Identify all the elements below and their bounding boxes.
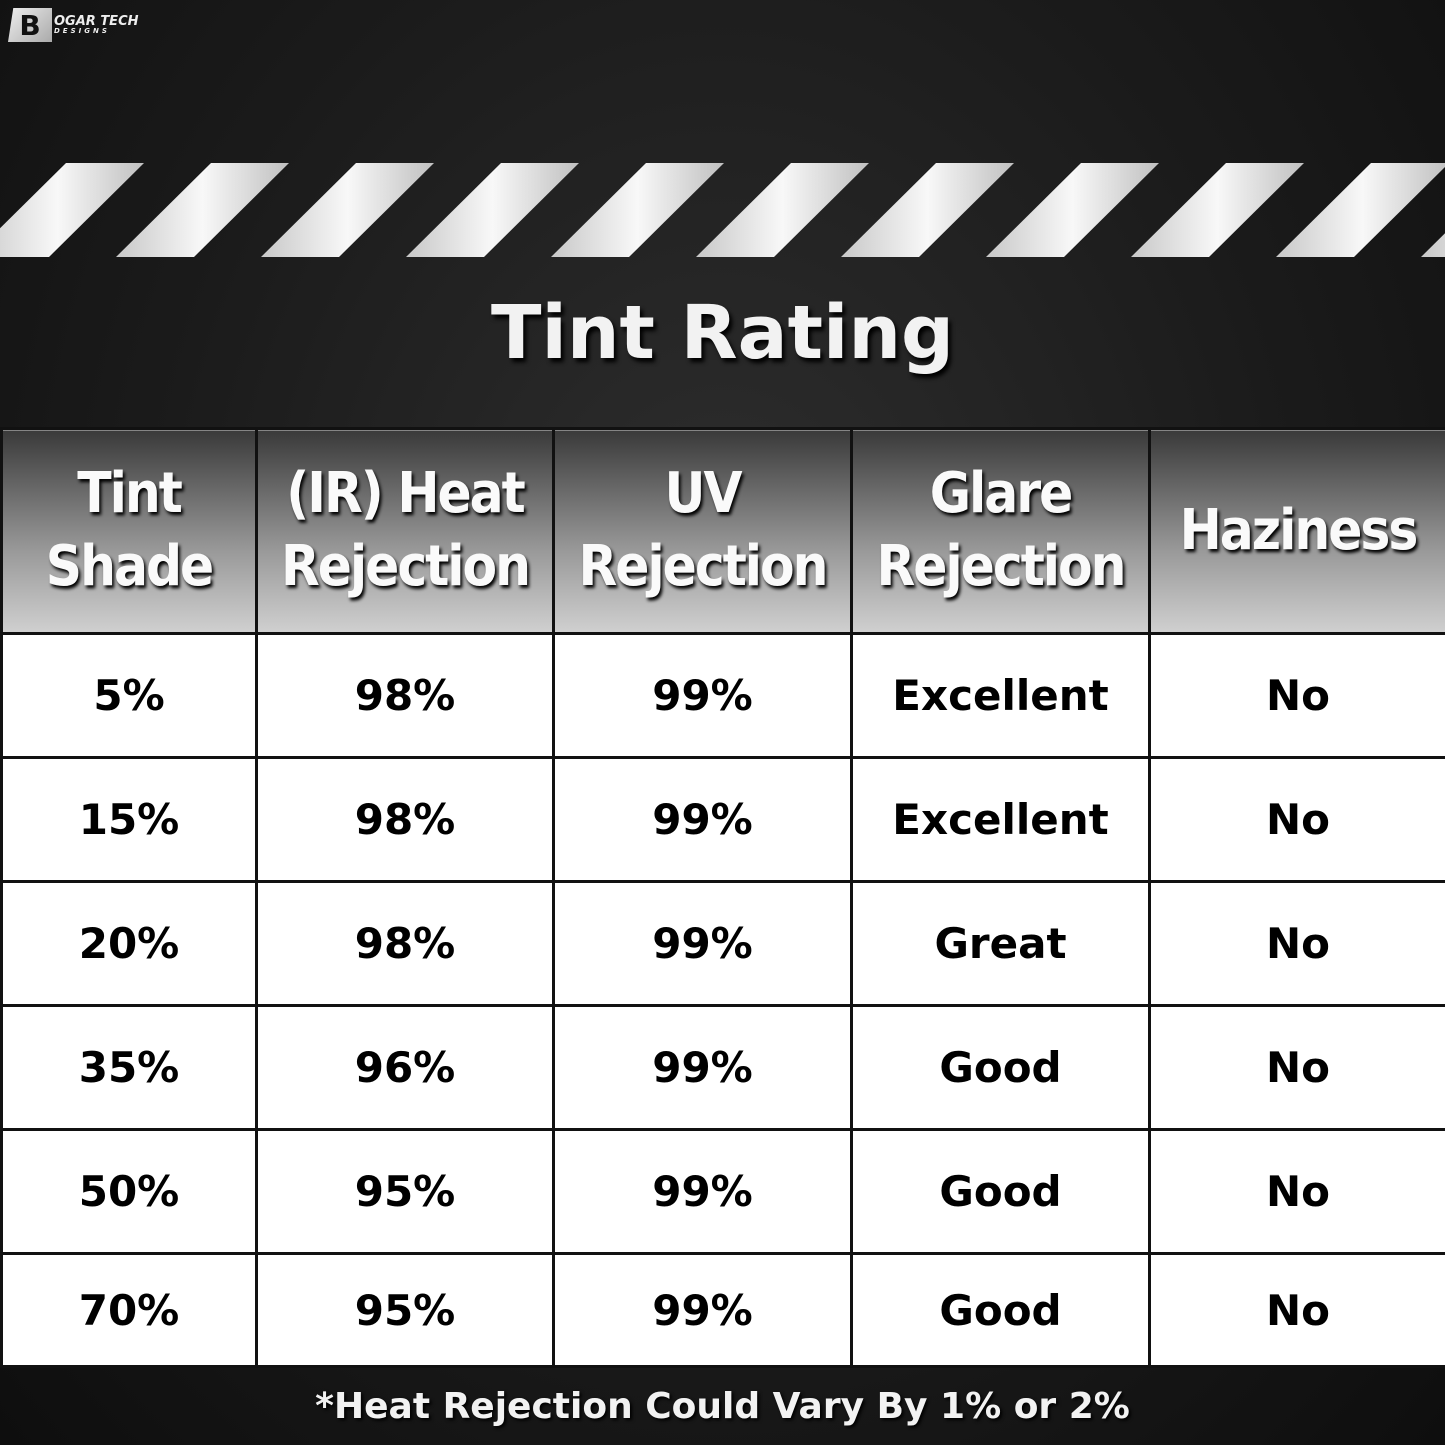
- table-row: 70% 95% 99% Good No: [0, 1252, 1445, 1368]
- table-cell: 98%: [255, 632, 555, 759]
- stripe: [406, 163, 579, 257]
- table-cell: 99%: [552, 1252, 853, 1368]
- tint-table: Tint Shade (IR) Heat Rejection UV Rejectio…: [0, 427, 1445, 1368]
- table-cell: 35%: [0, 1004, 258, 1131]
- table-cell: 98%: [255, 880, 555, 1007]
- table-cell: Good: [850, 1004, 1151, 1131]
- page-title: Tint Rating: [491, 290, 954, 376]
- stripe: [1276, 163, 1445, 257]
- table-cell: Excellent: [850, 756, 1151, 883]
- logo-line1: OGAR TECH: [54, 14, 139, 29]
- table-cell: No: [1148, 756, 1445, 883]
- table-cell: No: [1148, 1252, 1445, 1368]
- stripe: [841, 163, 1014, 257]
- stripe: [1131, 163, 1304, 257]
- stripe: [0, 163, 144, 257]
- table-row: 5% 98% 99% Excellent No: [0, 632, 1445, 759]
- table-row: 15% 98% 99% Excellent No: [0, 756, 1445, 883]
- stripe: [696, 163, 869, 257]
- stripe: [261, 163, 434, 257]
- table-cell: 99%: [552, 1004, 853, 1131]
- table-cell: Good: [850, 1128, 1151, 1255]
- table-cell: 99%: [552, 880, 853, 1007]
- logo-mark: B: [8, 8, 52, 42]
- column-header: (IR) Heat Rejection: [255, 427, 555, 635]
- hazard-stripes: [0, 163, 1445, 257]
- logo: B OGAR TECH DESIGNS: [8, 8, 139, 42]
- table-cell: 99%: [552, 632, 853, 759]
- table-cell: 50%: [0, 1128, 258, 1255]
- column-header: Tint Shade: [0, 427, 258, 635]
- table-cell: 15%: [0, 756, 258, 883]
- table-cell: 96%: [255, 1004, 555, 1131]
- table-cell: No: [1148, 1004, 1445, 1131]
- logo-line2: DESIGNS: [54, 27, 110, 35]
- table-row: 35% 96% 99% Good No: [0, 1004, 1445, 1131]
- table-cell: No: [1148, 1128, 1445, 1255]
- column-header: UV Rejection: [552, 427, 853, 635]
- table-cell: Good: [850, 1252, 1151, 1368]
- table-cell: 5%: [0, 632, 258, 759]
- table-cell: 95%: [255, 1252, 555, 1368]
- table-cell: No: [1148, 880, 1445, 1007]
- footnote: *Heat Rejection Could Vary By 1% or 2%: [315, 1386, 1130, 1427]
- column-header: Glare Rejection: [850, 427, 1151, 635]
- table-cell: No: [1148, 632, 1445, 759]
- stripe: [551, 163, 724, 257]
- table-cell: Excellent: [850, 632, 1151, 759]
- column-header: Haziness: [1148, 427, 1445, 635]
- table-cell: 95%: [255, 1128, 555, 1255]
- table-cell: 98%: [255, 756, 555, 883]
- stripe: [986, 163, 1159, 257]
- table-row: 20% 98% 99% Great No: [0, 880, 1445, 1007]
- table-cell: 20%: [0, 880, 258, 1007]
- table-cell: 99%: [552, 756, 853, 883]
- table-cell: 70%: [0, 1252, 258, 1368]
- table-cell: 99%: [552, 1128, 853, 1255]
- stripe: [116, 163, 289, 257]
- table-row: 50% 95% 99% Good No: [0, 1128, 1445, 1255]
- table-cell: Great: [850, 880, 1151, 1007]
